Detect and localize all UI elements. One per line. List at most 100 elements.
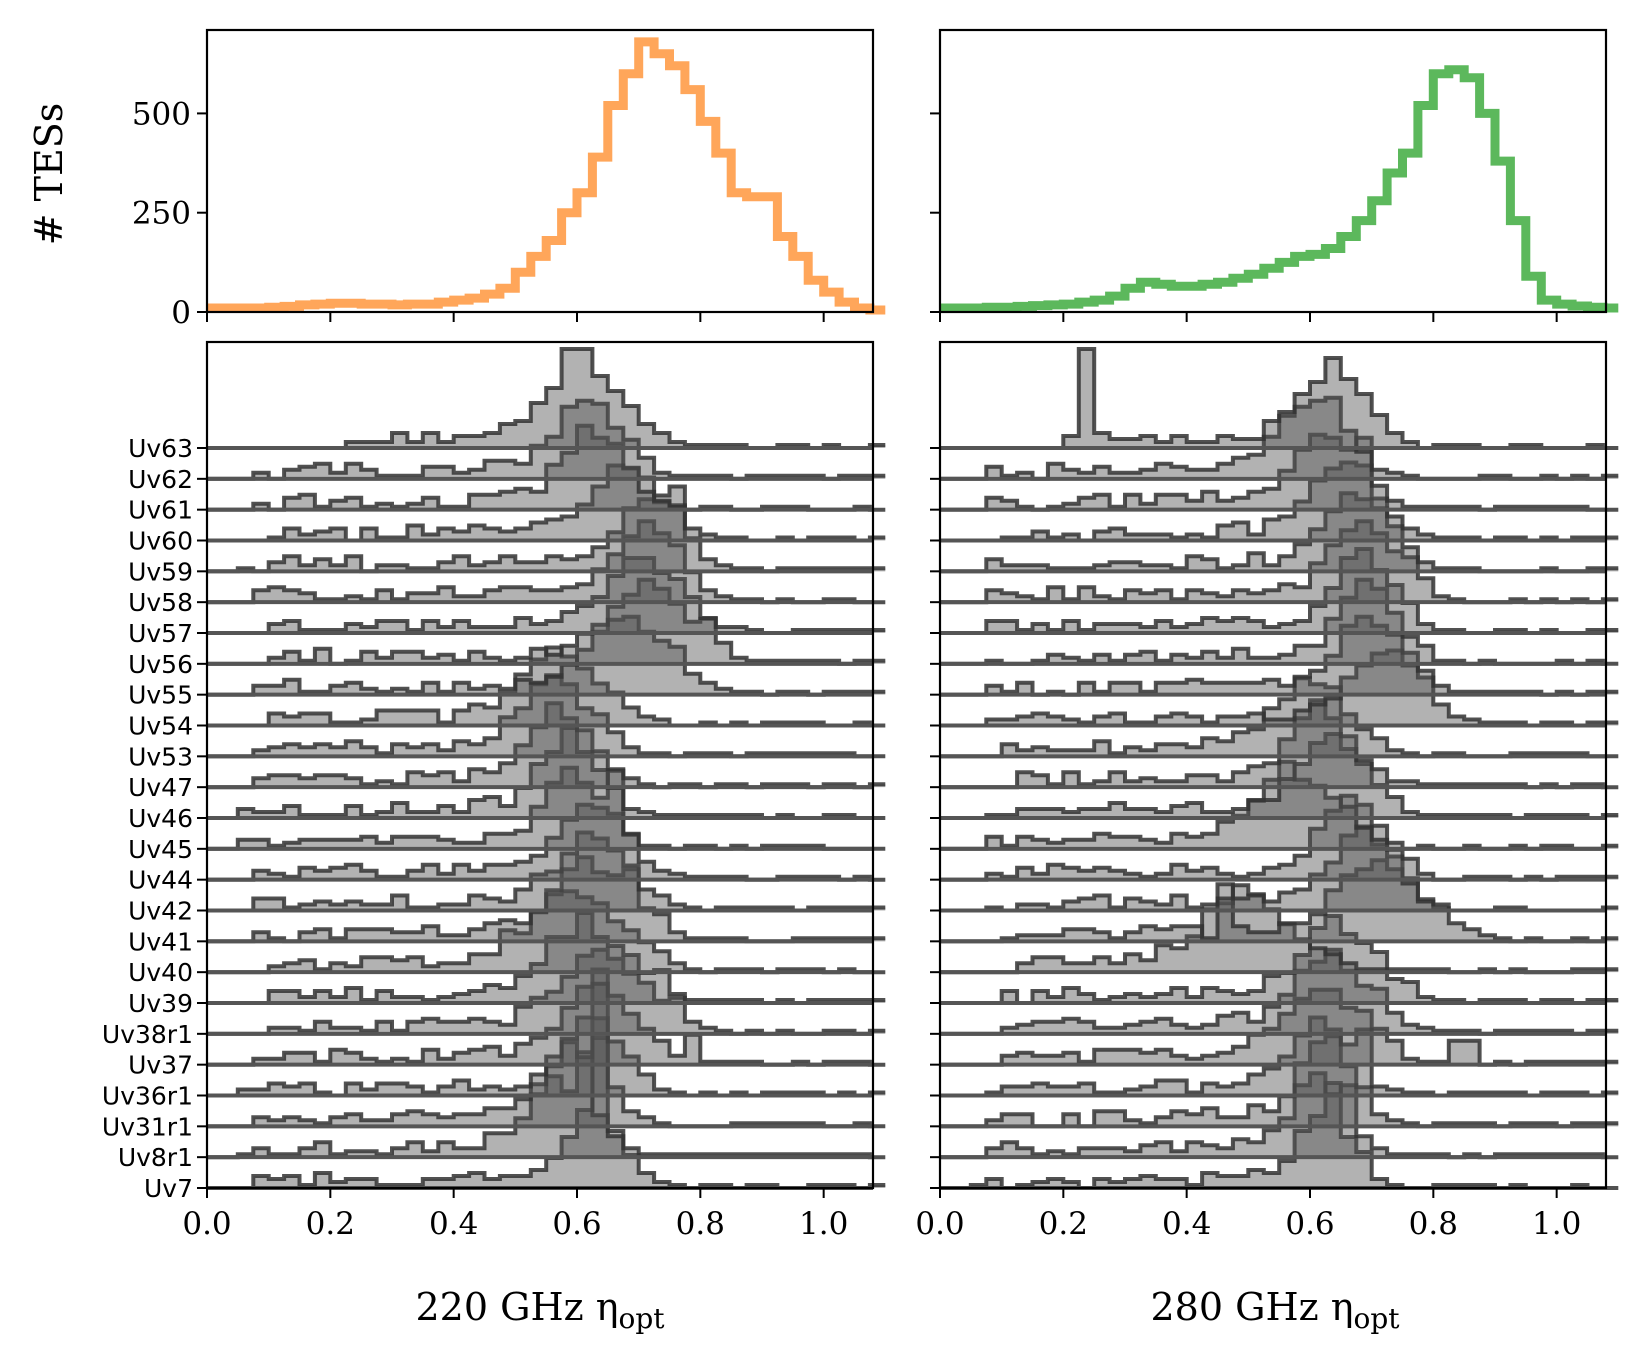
ridge-280-xtick-label-0: 0.0 (915, 1206, 964, 1242)
ridge-fill-280-uv38r1 (940, 949, 1619, 1034)
ridge-axes-frame (205, 340, 875, 1190)
summary-ytick-label-0: 0 (171, 295, 191, 331)
row-label-uv60: Uv60 (128, 527, 193, 556)
summary-panel-220ghz: 0 250 500 (132, 28, 886, 331)
ridge-220-xtick-label-0: 0.0 (182, 1206, 231, 1242)
ridge-fill-280-uv8r1 (940, 1073, 1619, 1158)
row-label-uv54: Uv54 (128, 712, 193, 741)
row-label-uv53: Uv53 (128, 742, 193, 771)
row-label-uv56: Uv56 (128, 650, 193, 679)
ridge-fill-220-uv53 (207, 675, 886, 757)
ridge-outline-280-uv54 (940, 648, 1619, 728)
summary-ytick-label-2: 500 (132, 96, 191, 132)
ridge-fill-220-uv37 (207, 983, 886, 1065)
ridge-outline-220-uv39 (207, 911, 886, 1005)
row-label-uv7: Uv7 (144, 1174, 193, 1203)
row-label-uv37: Uv37 (128, 1051, 193, 1080)
row-label-uv44: Uv44 (128, 866, 193, 895)
ridge-280-xtick-label-4: 0.8 (1409, 1206, 1458, 1242)
ridge-outline-220-uv8r1 (207, 1050, 886, 1160)
ridge-fill-220-uv47 (207, 703, 886, 788)
ridge-280-xtick-label-5: 1.0 (1532, 1206, 1581, 1242)
ridge-fill-220-uv62 (207, 400, 886, 479)
ridge-outline-280-uv47 (940, 698, 1619, 790)
ridge-fill-220-uv41 (207, 857, 886, 942)
ridge-280-xtick-label-3: 0.6 (1285, 1206, 1334, 1242)
row-label-uv58: Uv58 (128, 588, 193, 617)
ridge-panel-220ghz: Uv7Uv8r1Uv31r1Uv36r1Uv37Uv38r1Uv39Uv40Uv… (102, 340, 886, 1242)
ridge-outline-220-uv31r1 (207, 1016, 886, 1129)
ridge-fill-280-uv45 (940, 761, 1619, 849)
ridge-fill-280-uv63 (940, 349, 1619, 448)
ridge-fill-220-uv40 (207, 891, 886, 973)
ridge-fill-280-uv39 (940, 916, 1619, 1003)
ridge-280-xtick-label-1: 0.2 (1039, 1206, 1088, 1242)
ridge-outline-220-uv59 (207, 497, 886, 574)
row-label-uv42: Uv42 (128, 897, 193, 926)
row-label-uv31r1: Uv31r1 (102, 1112, 193, 1141)
ridge-220-xtick-label-3: 0.6 (552, 1206, 601, 1242)
ridge-280-xtick-label-2: 0.4 (1162, 1206, 1211, 1242)
x-axis-label-220: 220 GHz ηopt (415, 1285, 665, 1335)
ridge-outline-280-uv56 (940, 577, 1619, 666)
ridge-outline-280-uv37 (940, 987, 1619, 1067)
row-label-uv62: Uv62 (128, 465, 193, 494)
row-label-uv39: Uv39 (128, 989, 193, 1018)
row-label-uv47: Uv47 (128, 773, 193, 802)
row-label-uv40: Uv40 (128, 958, 193, 987)
ridge-fill-220-uv60 (207, 465, 886, 541)
ridge-outline-220-uv42 (207, 830, 886, 913)
ridge-fill-220-uv31r1 (207, 1018, 886, 1127)
ridge-fill-280-uv47 (940, 700, 1619, 788)
ridge-fill-220-uv46 (207, 728, 886, 818)
summary-histogram-280-ghz (940, 65, 1619, 313)
ridge-outline-280-uv61 (940, 432, 1619, 512)
ridge-outline-280-uv55 (940, 614, 1619, 697)
ridge-outline-220-uv45 (207, 765, 886, 851)
ridge-220-xtick-label-1: 0.2 (306, 1206, 355, 1242)
ridge-220-xtick-label-2: 0.4 (429, 1206, 478, 1242)
ridge-fill-220-uv39 (207, 913, 886, 1003)
row-label-uv55: Uv55 (128, 681, 193, 710)
ridge-fill-220-uv8r1 (207, 1052, 886, 1158)
row-label-uv59: Uv59 (128, 557, 193, 586)
ridge-fill-280-uv57 (940, 549, 1619, 633)
ridge-fill-280-uv60 (940, 462, 1619, 541)
row-label-uv36r1: Uv36r1 (102, 1082, 193, 1111)
ridge-outline-280-uv41 (940, 858, 1619, 944)
x-axis-label-280: 280 GHz ηopt (1150, 1285, 1400, 1335)
ridge-fill-220-uv63 (207, 349, 886, 448)
ridge-fill-280-uv53 (940, 678, 1619, 757)
ridge-220-xtick-label-4: 0.8 (676, 1206, 725, 1242)
ridge-outline-220-uv57 (207, 556, 886, 635)
ridge-outline-280-uv46 (940, 732, 1619, 820)
row-label-uv57: Uv57 (128, 619, 193, 648)
ridge-outline-220-uv56 (207, 577, 886, 666)
ridge-fill-220-uv54 (207, 647, 886, 726)
ridge-220-xtick-label-5: 1.0 (799, 1206, 848, 1242)
row-label-uv45: Uv45 (128, 835, 193, 864)
row-label-uv63: Uv63 (128, 434, 193, 463)
ridge-axes-frame (938, 340, 1608, 1190)
ridge-outline-280-uv8r1 (940, 1071, 1619, 1160)
ridge-outline-280-uv44 (940, 793, 1619, 882)
row-label-uv61: Uv61 (128, 496, 193, 525)
row-label-uv46: Uv46 (128, 804, 193, 833)
summary-ytick-label-1: 250 (132, 196, 191, 232)
ridge-fill-280-uv31r1 (940, 1036, 1619, 1127)
y-axis-label: # TESs (27, 103, 71, 246)
row-label-uv41: Uv41 (128, 927, 193, 956)
summary-axes-frame (938, 28, 1608, 314)
ridge-outline-220-uv55 (207, 614, 886, 697)
ridge-fill-220-uv38r1 (207, 949, 886, 1034)
ridge-outline-220-uv41 (207, 855, 886, 944)
row-label-uv38r1: Uv38r1 (102, 1020, 193, 1049)
ridge-outline-280-uv62 (940, 395, 1619, 481)
row-label-uv8r1: Uv8r1 (118, 1143, 193, 1172)
ridge-outline-220-uv37 (207, 981, 886, 1067)
axis-labels: # TESs 220 GHz ηopt 280 GHz ηopt (27, 103, 1400, 1335)
ridge-fill-220-uv58 (207, 521, 886, 603)
summary-histogram-220-ghz (207, 37, 886, 315)
ridge-outline-280-uv36r1 (940, 1015, 1619, 1098)
